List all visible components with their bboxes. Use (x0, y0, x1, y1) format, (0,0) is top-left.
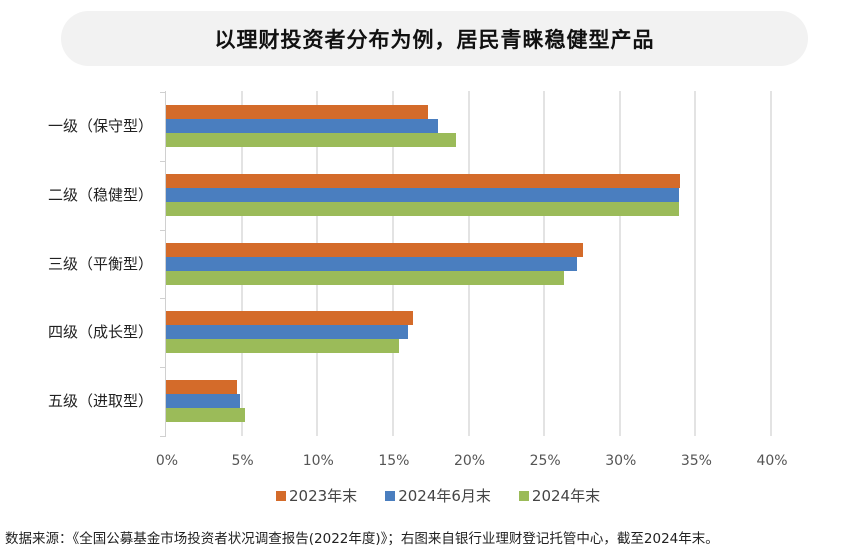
gridline (618, 91, 621, 436)
y-axis-tick (160, 298, 166, 299)
legend-item-2023: 2023年末 (276, 485, 357, 506)
legend-item-2024: 2024年末 (518, 485, 601, 506)
x-tick-label: 15% (378, 453, 410, 469)
category-label: 三级（平衡型） (47, 254, 153, 273)
bar (166, 174, 680, 188)
legend-label: 2024年末 (531, 487, 601, 505)
x-tick-label: 20% (453, 453, 486, 469)
y-axis-tick (160, 230, 166, 231)
y-axis-tick (160, 92, 166, 93)
x-tick-label: 35% (680, 453, 712, 469)
category-label: 四级（成长型） (47, 323, 153, 342)
bar (166, 105, 428, 119)
y-axis-tick (160, 367, 166, 368)
bar (166, 271, 564, 285)
bar (166, 188, 679, 202)
gridline (694, 91, 697, 436)
bar (166, 202, 679, 216)
legend-item-2024-jun: 2024年6月末 (385, 485, 491, 506)
y-axis-tick (160, 161, 166, 162)
bar (166, 339, 399, 353)
legend-swatch-icon (385, 490, 396, 501)
legend-swatch-icon (518, 490, 529, 501)
x-tick-label: 0% (155, 453, 179, 469)
legend-swatch-icon (276, 490, 286, 501)
bar (166, 243, 583, 257)
legend-label: 2024年6月末 (398, 487, 491, 505)
x-tick-label: 25% (529, 453, 561, 469)
x-tick-label: 5% (231, 453, 254, 469)
gridline (770, 91, 772, 436)
x-tick-label: 40% (756, 453, 788, 469)
source-note: 数据来源：《全国公募基金市场投资者状况调查报告(2022年度)》；右图来自银行业… (5, 531, 719, 547)
chart-legend: 2023年末 2024年6月末 2024年末 (276, 485, 628, 506)
bar (166, 380, 237, 394)
chart-title: 以理财投资者分布为例，居民青睐稳健型产品 (214, 27, 655, 52)
chart-title-banner: 以理财投资者分布为例，居民青睐稳健型产品 (61, 11, 808, 66)
category-label: 五级（进取型） (47, 392, 153, 411)
bar (166, 394, 240, 408)
bar (166, 119, 438, 133)
bar (166, 257, 577, 271)
bar (166, 325, 408, 339)
bar (166, 408, 245, 422)
x-tick-label: 30% (605, 453, 637, 469)
x-tick-label: 10% (302, 453, 334, 469)
category-label: 一级（保守型） (47, 117, 153, 135)
y-axis-tick (160, 436, 166, 437)
legend-label: 2023年末 (289, 487, 358, 505)
category-label: 二级（稳健型） (47, 185, 153, 204)
bar (166, 133, 456, 147)
y-axis-line (165, 91, 166, 436)
bar (166, 311, 413, 325)
